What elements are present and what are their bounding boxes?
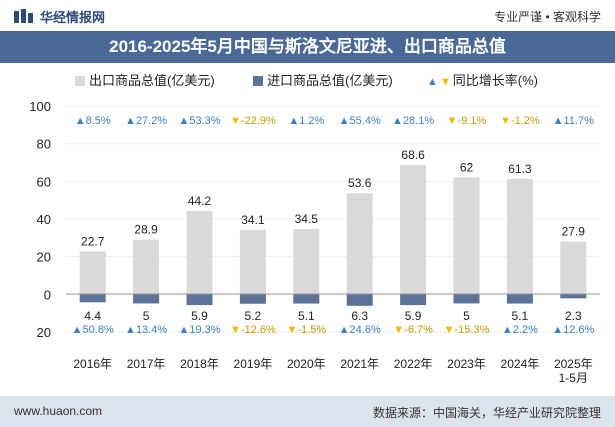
export-growth-label: ▼-22.9% (230, 115, 276, 127)
y-tick-label: 0 (44, 287, 51, 302)
import-growth-label: ▲12.6% (552, 324, 594, 336)
export-growth-label: ▼-9.1% (447, 115, 487, 127)
legend-up-triangle-icon: ▲ (427, 76, 438, 88)
import-growth-label: ▲24.6% (339, 324, 381, 336)
import-bar (453, 294, 480, 304)
export-growth-label: ▲53.3% (178, 115, 220, 127)
import-bar (186, 294, 213, 306)
import-bar (400, 294, 427, 306)
x-tick-label: 2021年 (340, 357, 379, 371)
y-tick-label: 100 (29, 99, 51, 114)
tagline: 专业严谨 • 客观科学 (494, 10, 601, 24)
import-value-label: 5 (143, 309, 150, 323)
export-growth-label: ▲8.5% (75, 115, 111, 127)
import-growth-label: ▼-15.3% (444, 324, 490, 336)
import-value-label: 5.1 (512, 309, 529, 323)
export-value-label: 44.2 (188, 194, 212, 208)
y-tick-label: 20 (37, 325, 51, 340)
website-link: www.huaon.com (14, 404, 103, 418)
import-bar (346, 294, 373, 306)
import-bar (293, 294, 320, 304)
import-growth-label: ▲13.4% (125, 324, 167, 336)
y-tick-label: 80 (37, 137, 51, 152)
export-growth-label: ▲1.2% (288, 115, 324, 127)
x-tick-label: 2017年 (127, 357, 166, 371)
title-bar: 2016-2025年5月中国与斯洛文尼亚进、出口商品总值 (0, 31, 615, 63)
export-value-label: 68.6 (401, 148, 425, 162)
import-growth-label: ▼-12.6% (230, 324, 276, 336)
x-tick-label: 2022年 (394, 357, 433, 371)
chart-canvas: 22.7 4.4 ▲8.5% ▲50.8% 28.9 5 ▲27.2% ▲13.4% 44.2 5… (29, 99, 600, 385)
legend-down-triangle-icon: ▼ (439, 76, 451, 88)
export-value-label: 53.6 (348, 176, 372, 190)
import-value-label: 2.3 (565, 309, 582, 323)
export-value-label: 34.1 (241, 213, 265, 227)
import-growth-label: ▼-6.7% (393, 324, 433, 336)
import-growth-label: ▲50.8% (72, 324, 114, 336)
footer-bar: www.huaon.com 数据来源：中国海关，华经产业研究院整理 (0, 396, 615, 427)
import-bar (79, 294, 106, 303)
export-bar (239, 229, 266, 294)
import-growth-label: ▼-1.5% (286, 324, 326, 336)
x-tick-label: 2025年 1-5月 (554, 357, 593, 385)
y-tick-label: 20 (37, 250, 51, 265)
x-tick-label: 2019年 (234, 357, 273, 371)
import-value-label: 5.1 (298, 309, 315, 323)
x-tick-label: 2018年 (180, 357, 219, 371)
import-value-label: 5 (463, 309, 470, 323)
export-value-label: 62 (460, 160, 474, 174)
import-growth-label: ▲19.3% (178, 324, 220, 336)
export-value-label: 22.7 (81, 234, 105, 248)
import-value-label: 5.9 (405, 309, 422, 323)
export-growth-label: ▲55.4% (339, 115, 381, 127)
y-tick-label: 60 (37, 174, 51, 189)
import-bar (239, 294, 266, 304)
legend-import-swatch (253, 76, 263, 86)
export-value-label: 61.3 (508, 162, 532, 176)
import-value-label: 6.3 (351, 309, 368, 323)
legend-growth: ▲ ▼ 同比增长率(%) (427, 70, 538, 89)
export-value-label: 27.9 (562, 225, 586, 239)
export-bar (506, 178, 533, 294)
legend-export-label: 出口商品总值(亿美元) (89, 73, 215, 88)
export-bar (400, 165, 427, 294)
legend-import: 进口商品总值(亿美元) (253, 70, 393, 89)
x-tick-label: 2016年 (73, 357, 112, 371)
x-tick-label: 2023年 (447, 357, 486, 371)
export-bar (186, 210, 213, 294)
legend-export: 出口商品总值(亿美元) (75, 70, 215, 89)
logo-icon (14, 9, 33, 23)
import-value-label: 5.9 (191, 309, 208, 323)
export-growth-label: ▲27.2% (125, 115, 167, 127)
chart-title: 2016-2025年5月中国与斯洛文尼亚进、出口商品总值 (109, 37, 506, 56)
legend-growth-label: 同比增长率(%) (452, 73, 538, 88)
import-value-label: 4.4 (84, 309, 101, 323)
export-bar (560, 241, 587, 294)
export-bar (293, 229, 320, 294)
export-bar (453, 177, 480, 294)
import-growth-label: ▲2.2% (502, 324, 538, 336)
x-tick-label: 2024年 (501, 357, 540, 371)
legend-export-swatch (75, 76, 85, 86)
import-bar (560, 294, 587, 299)
export-growth-label: ▲28.1% (392, 115, 434, 127)
export-growth-label: ▼-1.2% (500, 115, 540, 127)
x-tick-label: 2020年 (287, 357, 326, 371)
y-tick-label: 40 (37, 212, 51, 227)
brand-name: 华经情报网 (40, 10, 106, 25)
export-value-label: 34.5 (295, 212, 319, 226)
export-bar (346, 193, 373, 294)
import-bar (133, 294, 160, 304)
data-source: 数据来源：中国海关，华经产业研究院整理 (372, 406, 601, 420)
export-growth-label: ▲11.7% (553, 115, 594, 127)
export-bar (79, 251, 106, 294)
legend-import-label: 进口商品总值(亿美元) (267, 73, 393, 88)
top-bar: 华经情报网 专业严谨 • 客观科学 (0, 0, 615, 31)
export-bar (133, 239, 160, 294)
import-bar (506, 294, 533, 304)
import-value-label: 5.2 (245, 309, 262, 323)
export-value-label: 28.9 (134, 223, 158, 237)
